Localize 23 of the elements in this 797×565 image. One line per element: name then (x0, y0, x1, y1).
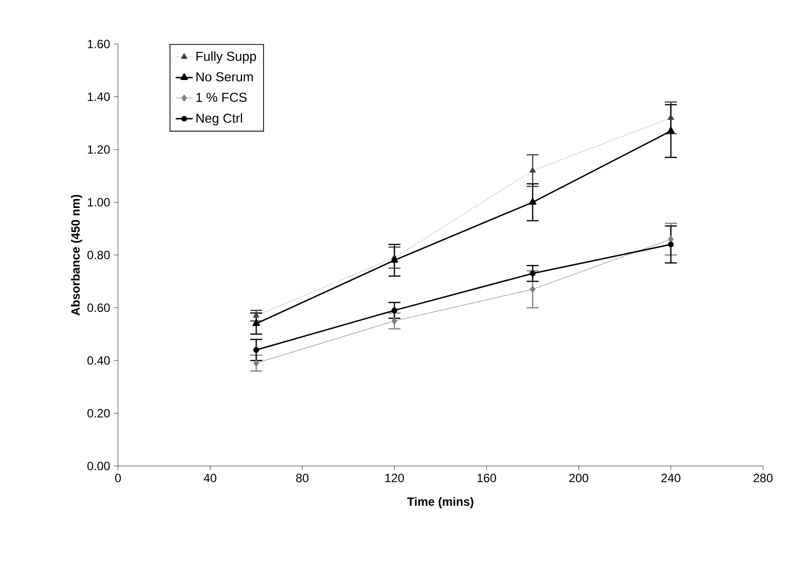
y-tick-label: 0.20 (87, 409, 110, 418)
x-axis-title: Time (mins) (407, 497, 474, 508)
y-tick-label: 0.80 (87, 250, 110, 260)
x-tick-label: 80 (296, 474, 308, 482)
legend-label: Fully Supp (196, 51, 256, 64)
x-tick-label: 240 (661, 474, 680, 482)
x-tick-label: 280 (754, 474, 773, 482)
legend-label: No Serum (196, 72, 253, 82)
y-tick-label: 1.20 (88, 145, 110, 154)
y-tick-label: 0.00 (87, 462, 110, 470)
y-tick-label: 1.40 (88, 92, 110, 101)
y-tick-label: 0.40 (87, 356, 110, 365)
y-axis-title: Absorbance (450 nm) (70, 194, 82, 316)
y-tick-label: 1.60 (88, 40, 110, 48)
x-tick-label: 40 (204, 474, 216, 482)
y-tick-label: 1.00 (88, 198, 110, 206)
x-tick-label: 0 (115, 474, 121, 482)
legend-label: 1 % FCS (196, 92, 247, 102)
legend-label: Neg Ctrl (196, 113, 242, 126)
y-tick-label: 0.60 (87, 304, 110, 312)
x-tick-label: 120 (385, 474, 404, 482)
x-tick-label: 160 (478, 474, 496, 482)
x-tick-label: 200 (569, 474, 588, 482)
